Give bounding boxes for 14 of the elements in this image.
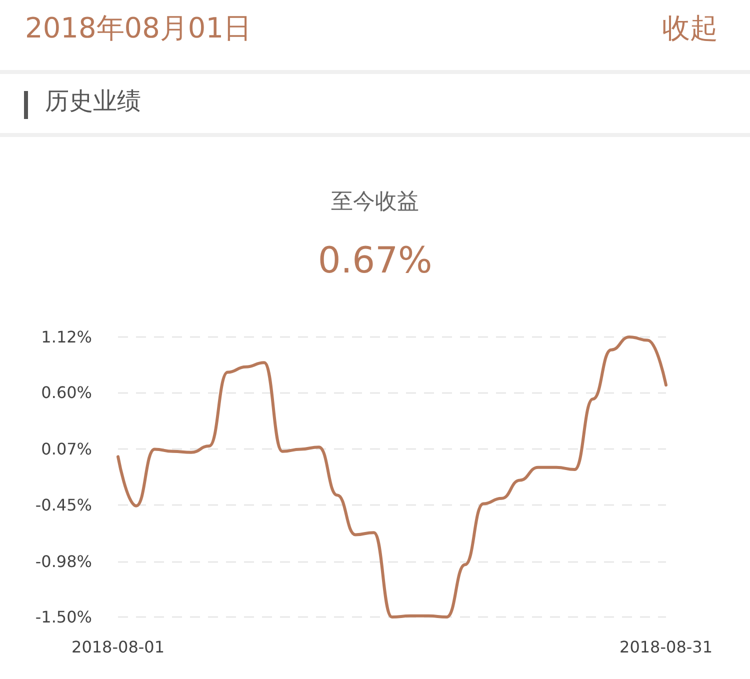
line-series	[116, 336, 668, 618]
text: 2018年08月01日	[25, 12, 252, 44]
y-tick-label: 0.07%	[41, 440, 92, 459]
chart-subtitle: 0.67%	[318, 240, 432, 282]
y-tick-label: 1.12%	[41, 328, 92, 346]
y-tick-label: -1.50%	[35, 608, 92, 626]
chart-title: 至今收益	[331, 190, 419, 214]
text: 历史业绩	[45, 87, 141, 115]
x-tick-label: 2018-08-31	[620, 638, 712, 656]
text: 收起	[662, 12, 718, 44]
y-tick-label: 0.60%	[41, 383, 92, 402]
y-tick-label: -0.98%	[35, 552, 92, 571]
x-tick-label: 2018-08-01	[72, 638, 164, 656]
y-tick-label: -0.45%	[35, 495, 92, 514]
